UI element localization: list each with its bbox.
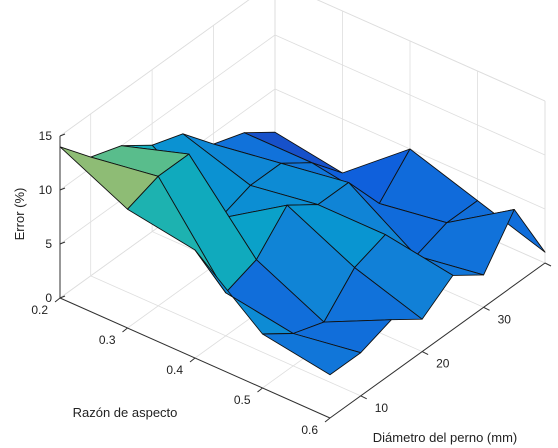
grid-line xyxy=(59,0,546,137)
tick-label: 0.4 xyxy=(166,363,183,377)
tick-mark xyxy=(59,187,66,191)
tick-mark xyxy=(189,357,196,363)
axis-line xyxy=(329,262,546,419)
tick-mark xyxy=(122,327,128,333)
z-axis-label: Error (%) xyxy=(12,188,27,241)
tick-label: 15 xyxy=(39,129,53,143)
tick-label: 0.3 xyxy=(99,333,116,347)
tick-mark xyxy=(483,306,490,311)
tick-label: 20 xyxy=(436,357,450,371)
axes: 0.20.30.40.50.610203040051015 xyxy=(31,129,552,437)
y-axis-label: Diámetro del perno (mm) xyxy=(373,430,518,445)
tick-label: 0.6 xyxy=(301,423,318,437)
tick-mark xyxy=(544,262,552,267)
tick-mark xyxy=(59,295,66,299)
x-axis-label: Razón de aspecto xyxy=(73,405,178,420)
tick-mark xyxy=(257,387,263,393)
tick-mark xyxy=(59,241,66,245)
surface-plot xyxy=(59,131,546,376)
tick-label: 0.2 xyxy=(31,303,48,317)
surface-facet xyxy=(262,333,362,376)
tick-label: 0 xyxy=(45,291,52,305)
tick-mark xyxy=(324,417,331,423)
tick-label: 30 xyxy=(498,312,512,326)
tick-label: 10 xyxy=(375,401,389,415)
grid-line xyxy=(59,0,546,137)
grid-line xyxy=(90,275,361,397)
tick-label: 0.5 xyxy=(234,393,251,407)
tick-mark xyxy=(360,395,367,400)
tick-mark xyxy=(54,297,61,303)
tick-label: 10 xyxy=(39,183,53,197)
tick-mark xyxy=(421,351,429,356)
tick-label: 5 xyxy=(45,237,52,251)
tick-mark xyxy=(59,133,66,137)
